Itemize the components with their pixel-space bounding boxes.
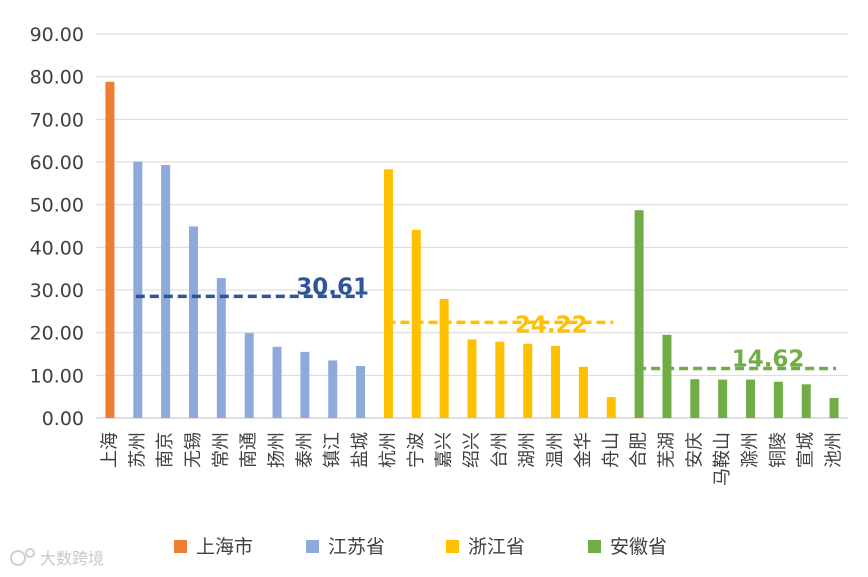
- average-label: 24.22: [515, 312, 588, 338]
- x-category-label: 常州: [211, 432, 232, 468]
- y-tick-label: 30.00: [30, 280, 84, 302]
- average-lines: 30.61 24.22 14.62: [135, 274, 837, 373]
- x-category-label: 嘉兴: [434, 432, 455, 468]
- y-tick-label: 40.00: [30, 237, 84, 259]
- watermark-logo-icon: [10, 548, 35, 566]
- x-category-label: 扬州: [267, 432, 288, 468]
- x-category-label: 镇江: [322, 432, 343, 468]
- legend-swatch: [306, 540, 319, 553]
- average-label: 14.62: [732, 347, 805, 373]
- legend-label: 江苏省: [328, 536, 385, 558]
- x-category-label: 无锡: [183, 432, 204, 468]
- x-category-label: 苏州: [127, 432, 148, 468]
- x-category-label: 合肥: [629, 432, 650, 468]
- x-axis-category-labels: 上海 苏州 南京 无锡 常州 南通 扬州 泰州 镇江 盐城 杭州 宁波 嘉兴 绍兴 台州 湖州 温州 金华 舟山 合肥…: [99, 432, 844, 486]
- bar: [133, 161, 143, 418]
- legend-label: 上海市: [196, 536, 253, 558]
- bar: [383, 169, 393, 418]
- y-tick-label: 70.00: [30, 109, 84, 131]
- x-category-label: 铜陵: [768, 432, 789, 468]
- x-category-label: 宁波: [406, 432, 427, 468]
- bar: [188, 226, 198, 418]
- y-axis-tick-labels: 0.00 10.00 20.00 30.00 40.00 50.00 60.00 70.00 8…: [30, 24, 84, 430]
- x-category-label: 马鞍山: [712, 432, 733, 486]
- x-category-label: 温州: [545, 432, 566, 468]
- bar: [578, 366, 588, 418]
- x-category-label: 宣城: [796, 432, 817, 468]
- y-tick-label: 60.00: [30, 152, 84, 174]
- y-tick-label: 10.00: [30, 365, 84, 387]
- y-tick-label: 20.00: [30, 323, 84, 345]
- x-category-label: 池州: [824, 432, 845, 468]
- x-category-label: 杭州: [378, 432, 399, 468]
- y-tick-label: 50.00: [30, 195, 84, 217]
- legend-label: 浙江省: [468, 536, 525, 558]
- bar: [690, 379, 700, 418]
- bar: [606, 397, 616, 418]
- bar: [216, 278, 226, 418]
- bar: [356, 365, 366, 418]
- watermark-text: 大数跨境: [40, 549, 104, 568]
- bar: [161, 164, 171, 418]
- bar: [718, 379, 728, 418]
- average-label: 30.61: [296, 274, 369, 300]
- x-category-label: 南通: [239, 432, 260, 468]
- bar: [662, 334, 672, 418]
- legend-swatch: [446, 540, 459, 553]
- bar: [467, 339, 477, 418]
- x-category-label: 上海: [99, 432, 120, 468]
- watermark: 大数跨境: [10, 548, 104, 568]
- bar: [439, 298, 449, 418]
- x-category-label: 盐城: [350, 432, 371, 468]
- bar: [523, 343, 533, 418]
- bar: [773, 381, 783, 418]
- bar: [272, 346, 282, 418]
- bar: [829, 397, 839, 418]
- legend-label: 安徽省: [610, 536, 667, 558]
- x-category-label: 南京: [155, 432, 176, 468]
- bar: [105, 81, 115, 418]
- y-tick-label: 90.00: [30, 24, 84, 46]
- legend: 上海市 江苏省 浙江省 安徽省: [174, 536, 667, 558]
- bar: [300, 351, 310, 418]
- legend-swatch: [174, 540, 187, 553]
- x-category-label: 金华: [573, 432, 594, 468]
- x-category-label: 台州: [489, 432, 510, 468]
- bar: [244, 333, 254, 418]
- bar: [551, 345, 561, 418]
- x-category-label: 安庆: [684, 432, 705, 468]
- bar: [634, 210, 644, 418]
- y-tick-label: 0.00: [42, 408, 84, 430]
- x-category-label: 舟山: [601, 432, 622, 468]
- bar: [495, 341, 505, 418]
- x-category-label: 绍兴: [462, 432, 483, 468]
- x-category-label: 湖州: [517, 432, 538, 468]
- x-category-label: 泰州: [294, 432, 315, 468]
- bar: [746, 379, 756, 418]
- legend-swatch: [588, 540, 601, 553]
- x-category-label: 芜湖: [656, 432, 677, 468]
- bar: [801, 384, 811, 418]
- x-category-label: 滁州: [740, 432, 761, 468]
- y-tick-label: 80.00: [30, 67, 84, 89]
- bar: [328, 360, 338, 418]
